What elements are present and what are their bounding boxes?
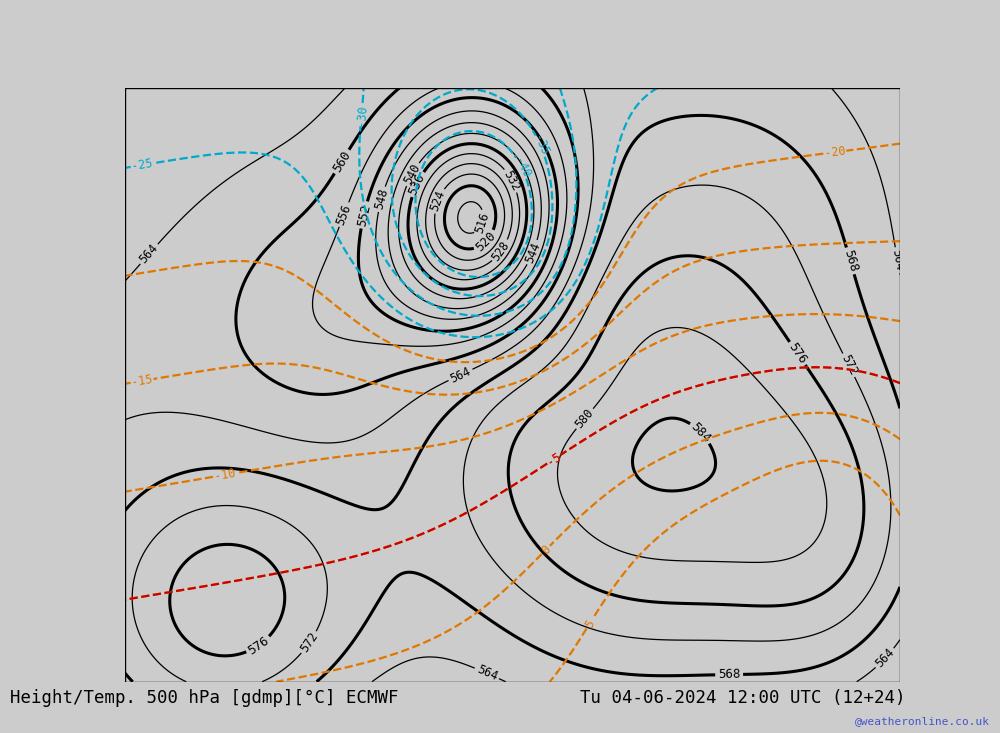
Text: 564: 564 [474,663,499,684]
Text: 580: 580 [573,406,597,431]
Text: 552: 552 [355,202,373,227]
Text: 532: 532 [501,168,522,193]
Text: 564: 564 [448,364,473,386]
Text: -25: -25 [130,157,154,173]
Text: 584: 584 [688,420,713,445]
Text: -30: -30 [354,103,369,126]
Text: 576: 576 [246,633,272,657]
Text: -10: -10 [213,467,236,483]
Text: 568: 568 [718,668,741,681]
Text: 560: 560 [330,149,353,174]
Text: 528: 528 [489,238,512,263]
Text: 5: 5 [582,617,597,630]
Text: 544: 544 [523,240,543,265]
Text: 536: 536 [406,172,428,197]
Text: 524: 524 [428,188,448,213]
Text: Tu 04-06-2024 12:00 UTC (12+24): Tu 04-06-2024 12:00 UTC (12+24) [580,689,906,707]
Text: -35: -35 [530,133,551,158]
Text: 540: 540 [401,161,423,187]
Text: 556: 556 [334,202,354,227]
Text: @weatheronline.co.uk: @weatheronline.co.uk [855,715,990,726]
Text: 516: 516 [473,210,492,235]
Text: -5: -5 [544,450,563,468]
Text: 548: 548 [372,187,390,211]
Text: 568: 568 [841,248,860,273]
Text: 564: 564 [889,248,906,272]
Text: -40: -40 [511,155,532,180]
Bar [125,88,900,682]
Text: 572: 572 [298,630,321,655]
Text: 564: 564 [873,646,897,671]
Text: 564: 564 [137,242,161,266]
Text: -5: -5 [544,450,563,468]
Text: 0: 0 [539,542,553,557]
Text: 572: 572 [838,353,859,377]
Text: 576: 576 [786,341,809,366]
Text: 520: 520 [473,229,498,254]
Text: -15: -15 [130,372,154,389]
Text: Height/Temp. 500 hPa [gdmp][°C] ECMWF: Height/Temp. 500 hPa [gdmp][°C] ECMWF [10,689,398,707]
Text: -20: -20 [823,144,846,160]
